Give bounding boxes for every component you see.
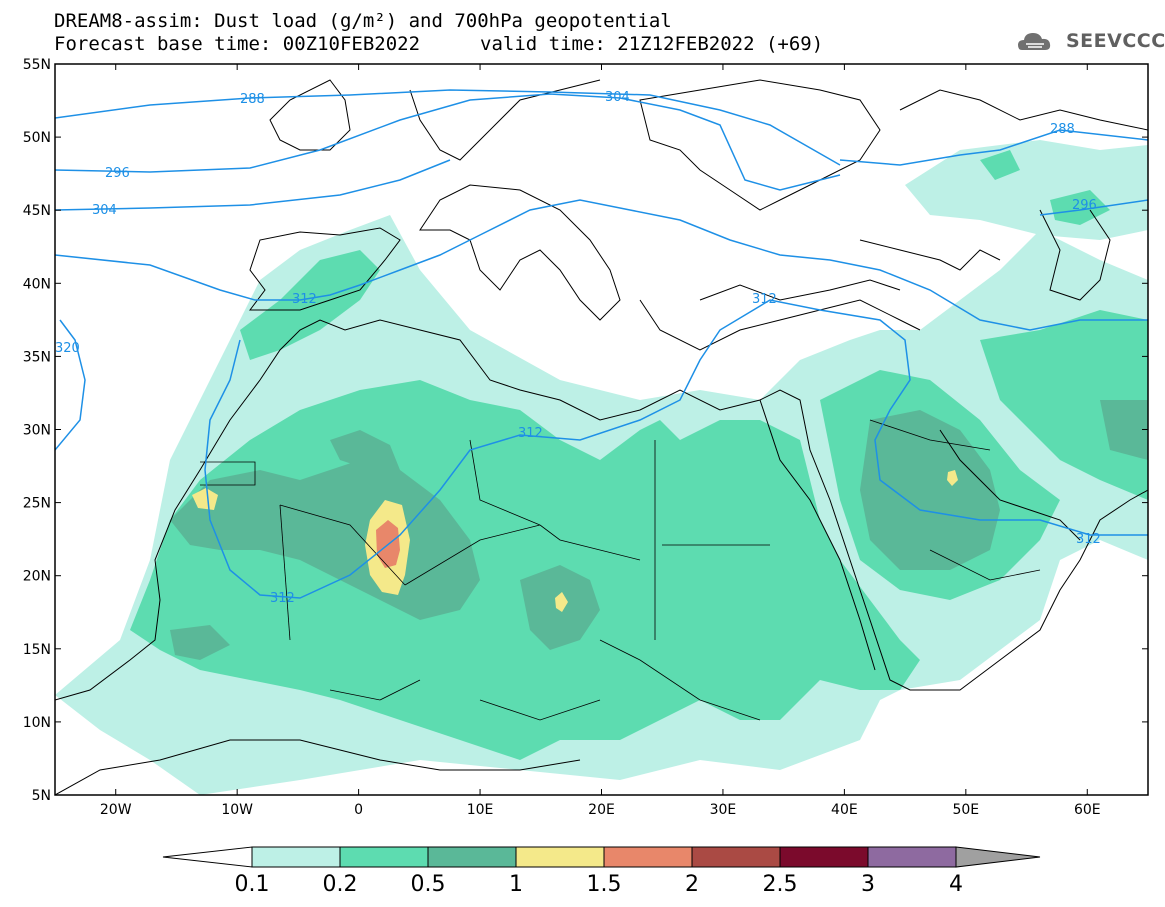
contour-label: 320 (55, 341, 80, 356)
forecast-base-time: Forecast base time: 00Z10FEB2022 (54, 33, 421, 55)
map-title: DREAM8-assim: Dust load (g/m²) and 700hP… (54, 10, 672, 32)
lat-label: 45N (23, 203, 51, 219)
colorbar-under-arrow (162, 846, 253, 868)
colorbar-tick-label: 1 (509, 872, 523, 897)
contour-label: 296 (1072, 198, 1097, 213)
colorbar-tick-label: 0.1 (235, 872, 270, 897)
contour-label: 312 (752, 292, 777, 307)
contour-label: 304 (605, 90, 630, 105)
lon-label: 20E (588, 802, 615, 818)
lat-label: 40N (23, 276, 51, 292)
colorbar-swatch (427, 846, 517, 868)
geopotential-contours (55, 89, 1148, 599)
colorbar-tick-label: 4 (949, 872, 963, 897)
lat-label: 20N (23, 569, 51, 585)
lon-label: 20W (100, 802, 132, 818)
logo-text: SEEVCCC (1066, 30, 1165, 52)
dust-load-field (55, 140, 1148, 795)
colorbar-tick-label: 2 (685, 872, 699, 897)
lon-label: 30E (710, 802, 737, 818)
colorbar-labels: 0.1 0.2 0.5 1 1.5 2 2.5 3 4 (235, 872, 964, 897)
colorbar-tick-label: 0.5 (411, 872, 446, 897)
colorbar-swatch (339, 846, 429, 868)
lat-label: 10N (23, 715, 51, 731)
colorbar (162, 846, 1041, 868)
lon-label: 50E (952, 802, 979, 818)
contour-label: 312 (518, 426, 543, 441)
contour-label: 312 (270, 591, 295, 606)
borders (200, 419, 1041, 721)
lat-label: 50N (23, 130, 51, 146)
colorbar-swatch (867, 846, 957, 868)
contour-label: 312 (292, 292, 317, 307)
contour-label: 288 (240, 92, 265, 107)
lon-label: 60E (1074, 802, 1101, 818)
lon-label: 10W (221, 802, 253, 818)
contour-label: 304 (92, 203, 117, 218)
colorbar-tick-label: 2.5 (763, 872, 798, 897)
valid-time: valid time: 21Z12FEB2022 (+69) (480, 33, 824, 55)
colorbar-tick-label: 1.5 (587, 872, 622, 897)
colorbar-over-arrow (955, 846, 1041, 868)
colorbar-tick-label: 0.2 (323, 872, 358, 897)
lat-label: 55N (23, 57, 51, 73)
longitude-axis: 20W 10W 0 10E 20E 30E 40E 50E 60E (100, 64, 1101, 818)
lon-label: 40E (831, 802, 858, 818)
lat-label: 35N (23, 349, 51, 365)
colorbar-tick-label: 3 (861, 872, 875, 897)
lat-label: 30N (23, 423, 51, 439)
contour-labels: 288 304 296 304 312 320 312 312 312 312 … (55, 90, 1101, 606)
colorbar-swatch (515, 846, 605, 868)
latitude-axis: 55N 50N 45N 40N 35N 30N 25N 20N 15N 10N 5N (23, 57, 1148, 804)
lat-label: 15N (23, 642, 51, 658)
colorbar-swatch (691, 846, 781, 868)
colorbar-swatch (251, 846, 341, 868)
cloud-logo-icon (1018, 33, 1051, 50)
lat-label: 25N (23, 496, 51, 512)
colorbar-swatch (603, 846, 693, 868)
lon-label: 10E (467, 802, 494, 818)
lon-label: 0 (354, 802, 363, 818)
contour-label: 312 (1076, 532, 1101, 547)
contour-label: 296 (105, 166, 130, 181)
contour-label: 288 (1050, 122, 1075, 137)
lat-label: 5N (32, 788, 51, 804)
colorbar-swatch (779, 846, 869, 868)
